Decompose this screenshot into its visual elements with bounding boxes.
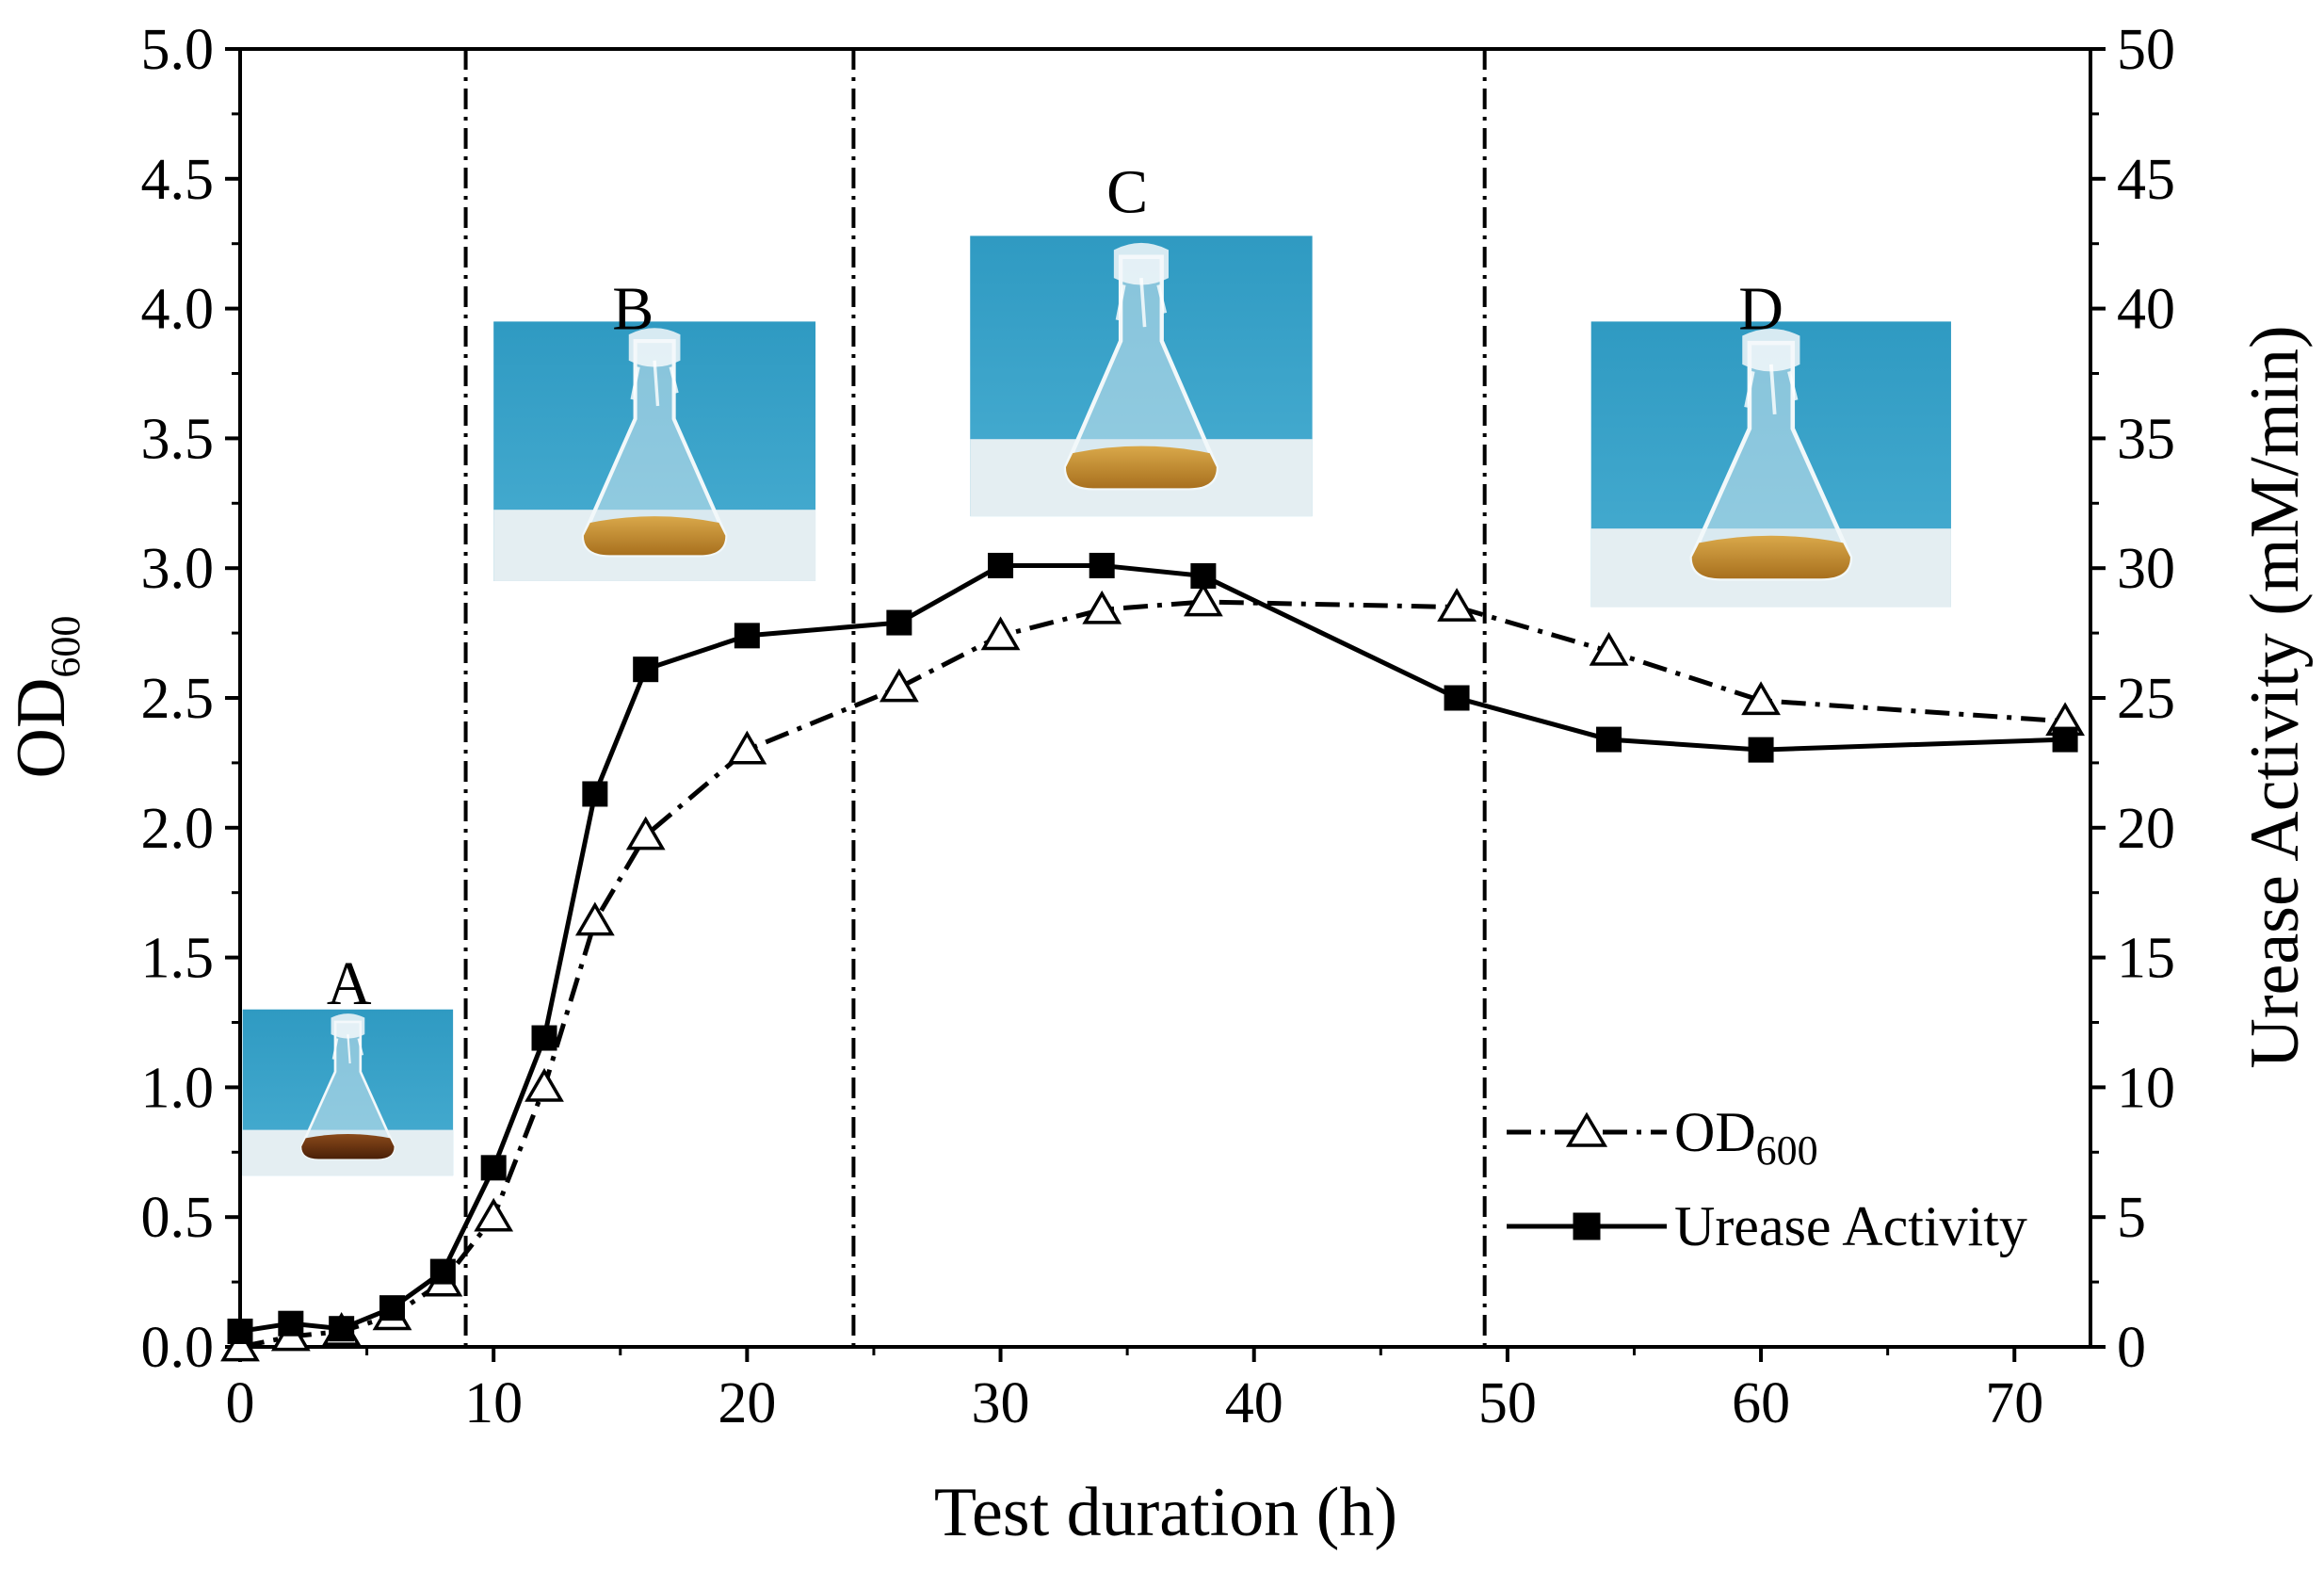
data-point-od600 — [525, 1067, 564, 1102]
legend-urease-label: Urease Activity — [1674, 1195, 2027, 1257]
legend-od-label: OD600 — [1674, 1101, 1818, 1174]
flask-liquid — [1065, 446, 1217, 489]
data-point-urease — [1596, 726, 1622, 753]
y-left-tick-label: 5.0 — [141, 18, 215, 82]
y-left-tick-label: 0.0 — [141, 1316, 215, 1380]
data-point-urease — [1089, 552, 1115, 578]
flask-photo-b — [493, 321, 815, 581]
y-left-axis-ticks: 0.0 0.5 1.0 1.5 2.0 2.5 3.0 3.5 4.0 4.5 5.0 — [141, 18, 240, 1380]
data-point-urease — [227, 1318, 253, 1344]
data-point-od600 — [474, 1197, 514, 1232]
data-point-urease — [1748, 737, 1774, 763]
y-left-tick-label: 4.0 — [141, 278, 215, 342]
data-point-od600 — [1437, 588, 1477, 622]
data-point-od600 — [1741, 681, 1781, 716]
y-left-tick-label: 4.5 — [141, 148, 215, 212]
y-right-tick-label: 50 — [2117, 18, 2175, 82]
y-right-tick-label: 30 — [2117, 537, 2175, 601]
y-right-tick-label: 15 — [2117, 927, 2175, 991]
y-right-tick-label: 10 — [2117, 1056, 2175, 1120]
data-point-urease — [1444, 685, 1470, 711]
y-right-tick-label: 45 — [2117, 148, 2175, 212]
data-point-od600 — [1082, 590, 1122, 624]
y-left-tick-label: 3.5 — [141, 407, 215, 471]
phase-dividers — [463, 49, 1487, 1347]
data-point-urease — [480, 1155, 507, 1181]
y-left-tick-label: 3.0 — [141, 537, 215, 601]
region-label-d: D — [1738, 275, 1783, 344]
data-point-od600 — [1183, 582, 1223, 617]
region-labels: A B C D — [327, 158, 1783, 1019]
legend-urease-marker — [1573, 1212, 1601, 1240]
data-point-od600 — [1589, 631, 1629, 666]
y-right-axis-title: Urease Activity (mM/min) — [2236, 325, 2314, 1068]
x-tick-label: 60 — [1732, 1371, 1790, 1435]
data-point-urease — [379, 1295, 406, 1321]
data-point-urease — [582, 781, 608, 807]
y-left-axis-title: OD600 — [3, 616, 89, 779]
x-tick-label: 30 — [972, 1371, 1030, 1435]
data-point-od600 — [625, 816, 666, 851]
legend-od-marker — [1565, 1111, 1608, 1147]
data-point-urease — [429, 1258, 456, 1285]
flask-photo-a — [241, 1008, 455, 1177]
data-point-urease — [1190, 562, 1217, 589]
y-right-axis-ticks: 0 5 10 15 20 25 30 35 40 45 50 — [2090, 18, 2175, 1380]
y-left-tick-label: 0.5 — [141, 1186, 215, 1250]
data-point-urease — [278, 1310, 304, 1337]
x-tick-label: 0 — [226, 1371, 255, 1435]
x-tick-label: 50 — [1478, 1371, 1537, 1435]
data-point-urease — [329, 1316, 355, 1342]
y-left-tick-label: 2.5 — [141, 667, 215, 731]
flask-photo-d — [1591, 321, 1951, 607]
region-label-b: B — [612, 275, 654, 344]
data-point-urease — [531, 1025, 557, 1051]
y-left-tick-label: 1.5 — [141, 927, 215, 991]
legend: OD600 Urease Activity — [1507, 1101, 2027, 1257]
y-left-tick-label: 1.0 — [141, 1056, 215, 1120]
y-right-tick-label: 25 — [2117, 667, 2175, 731]
flask-photos — [241, 235, 1951, 1177]
data-point-urease — [886, 609, 912, 636]
flask-liquid — [301, 1134, 395, 1159]
flask-liquid — [1691, 535, 1850, 579]
data-point-od600 — [980, 616, 1021, 651]
x-tick-label: 20 — [718, 1371, 776, 1435]
data-point-od600 — [574, 901, 615, 936]
flask-liquid — [583, 516, 726, 556]
data-point-od600 — [220, 1327, 260, 1362]
data-series — [220, 552, 2085, 1362]
data-point-od600 — [727, 730, 767, 765]
x-tick-label: 10 — [464, 1371, 523, 1435]
data-point-urease — [734, 623, 760, 649]
y-right-tick-label: 40 — [2117, 278, 2175, 342]
flask-photo-c — [970, 235, 1312, 516]
y-right-tick-label: 0 — [2117, 1316, 2146, 1380]
x-tick-label: 70 — [1985, 1371, 2043, 1435]
region-label-c: C — [1106, 158, 1148, 227]
data-point-od600 — [879, 668, 919, 703]
y-right-tick-label: 20 — [2117, 797, 2175, 861]
y-left-tick-label: 2.0 — [141, 797, 215, 861]
x-axis-ticks: 0 10 20 30 40 50 60 70 — [226, 1347, 2043, 1435]
x-tick-label: 40 — [1225, 1371, 1283, 1435]
data-point-urease — [633, 656, 659, 683]
y-right-tick-label: 35 — [2117, 407, 2175, 471]
data-point-urease — [2052, 726, 2078, 753]
x-axis-title: Test duration (h) — [934, 1474, 1397, 1551]
series-urease-activity — [227, 552, 2078, 1344]
region-label-a: A — [327, 949, 372, 1018]
y-right-tick-label: 5 — [2117, 1186, 2146, 1250]
data-point-urease — [988, 552, 1014, 578]
